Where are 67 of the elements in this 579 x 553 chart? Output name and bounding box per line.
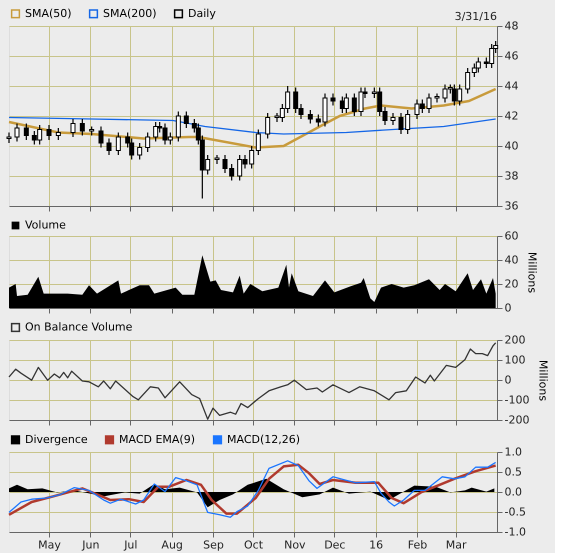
x-tick-label: Dec (324, 538, 346, 552)
text: 3/31/16 (454, 10, 497, 23)
candlestick (24, 122, 29, 141)
legend-label: MACD(12,26) (227, 432, 300, 446)
x-tick-label: Oct (244, 538, 264, 552)
candlestick (465, 67, 470, 94)
x-tick-label: Aug (161, 538, 183, 552)
y-tick-label: 36 (504, 200, 518, 212)
y-tick-label: 0.5 (504, 466, 522, 478)
x-tick-label: Jun (81, 538, 100, 552)
y-tick-label: 60 (504, 230, 518, 242)
candlestick (70, 118, 76, 138)
candlestick (46, 124, 52, 141)
y-tick-label: 46 (504, 50, 518, 62)
candlestick (308, 109, 313, 124)
x-tick-label: Nov (284, 538, 306, 552)
candlestick (6, 132, 12, 144)
y-tick-label: 40 (504, 140, 518, 152)
candlestick (176, 110, 181, 142)
y-tick-label: 40 (504, 254, 518, 266)
y-tick-label: 44 (504, 80, 518, 92)
y-axis-title: Millions (536, 360, 550, 402)
y-tick-label: 100 (504, 354, 526, 366)
candlestick (330, 92, 336, 106)
x-tick-label: Mar (446, 538, 468, 552)
y-tick-label: 0 (504, 302, 512, 314)
y-tick-label: 48 (504, 20, 518, 32)
x-tick-label: Jul (123, 538, 138, 552)
y-tick-label: 42 (504, 110, 518, 122)
y-tick-label: -100 (504, 394, 530, 406)
candlestick (476, 56, 481, 74)
y-tick-label: 200 (504, 334, 526, 346)
legend-label: SMA(200) (103, 6, 157, 20)
y-tick-label: 38 (504, 170, 518, 182)
y-tick-label: 1.0 (504, 446, 522, 458)
x-tick-label: May (38, 538, 62, 552)
candlestick (184, 110, 189, 129)
legend-label: On Balance Volume (25, 320, 133, 334)
legend-label: Volume (25, 218, 66, 232)
candlestick (256, 128, 261, 156)
y-tick-label: 20 (504, 278, 518, 290)
x-tick-label: Feb (408, 538, 428, 552)
y-tick-label: 0 (504, 374, 512, 386)
candlestick (153, 121, 158, 142)
y-tick-label: -1.0 (504, 526, 526, 538)
candlestick (145, 132, 150, 153)
y-tick-label: -0.5 (504, 506, 526, 518)
candlestick (56, 127, 61, 141)
legend-label: MACD EMA(9) (119, 432, 196, 446)
candlestick (116, 132, 121, 156)
candlestick (80, 118, 85, 136)
candlestick (14, 122, 20, 142)
y-axis-title: Millions (525, 252, 538, 294)
legend-label: SMA(50) (25, 6, 72, 20)
candlestick (137, 142, 142, 160)
candlestick (265, 112, 270, 140)
candlestick (98, 126, 104, 148)
x-tick-label: Sep (203, 538, 224, 552)
legend-label: Divergence (25, 432, 88, 446)
x-tick-label: 16 (369, 538, 384, 552)
legend-label: Daily (188, 6, 216, 20)
candlestick (106, 138, 112, 156)
candlestick (344, 92, 349, 114)
candlestick (390, 112, 396, 126)
candlestick (89, 126, 94, 136)
y-tick-label: 0.0 (504, 486, 522, 498)
y-tick-label: -200 (504, 414, 530, 426)
